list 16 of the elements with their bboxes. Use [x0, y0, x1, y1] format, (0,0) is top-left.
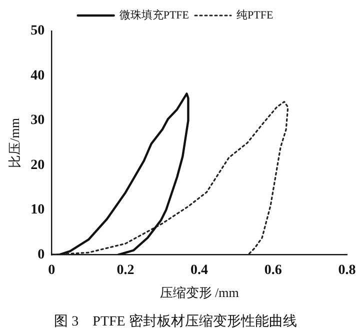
x-tick-label: 0.2 [116, 262, 134, 278]
y-tick-label: 50 [30, 24, 45, 39]
legend-label: 微珠填充PTFE [119, 8, 190, 22]
y-axis-title: 比压/mm [7, 118, 22, 168]
x-axis-title: 压缩变形 /mm [160, 284, 239, 300]
x-tick-label: 0 [48, 262, 56, 278]
x-tick-label: 0.6 [264, 262, 282, 278]
y-tick-label: 0 [38, 247, 45, 262]
y-tick-label: 10 [30, 202, 45, 218]
x-tick-label: 0.8 [338, 262, 356, 278]
text: 图 3 PTFE 密封板材压缩变形性能曲线 [54, 313, 297, 330]
x-tick-label: 0.4 [190, 262, 208, 278]
y-tick-label: 40 [30, 68, 45, 84]
y-tick-label: 20 [30, 158, 45, 173]
legend-label: 纯PTFE [236, 9, 274, 22]
y-tick-label: 30 [30, 113, 45, 128]
